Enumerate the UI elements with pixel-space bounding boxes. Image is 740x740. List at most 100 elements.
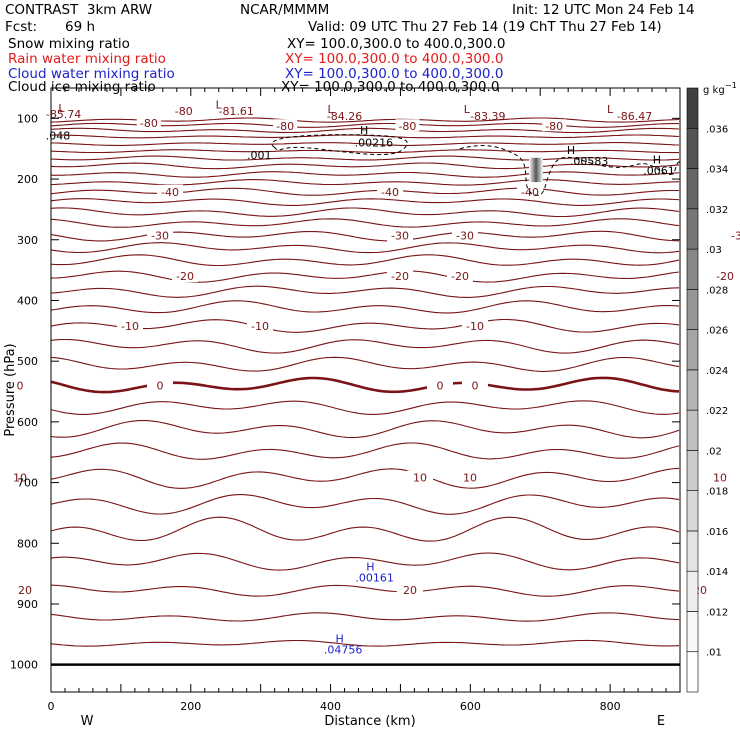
snow-annotation: .0061 xyxy=(643,165,675,178)
y-tick-label: 1000 xyxy=(10,659,38,672)
contour-label-bg xyxy=(712,269,738,283)
cloud-water-annotation: .04756 xyxy=(324,644,363,657)
contour-label: -30 xyxy=(456,230,474,243)
contour-label: -20 xyxy=(451,270,469,283)
contour-label: -30 xyxy=(151,230,169,243)
contour-label: -40 xyxy=(381,186,399,199)
contour-line xyxy=(50,187,679,196)
field-name-rain: Rain water mixing ratio xyxy=(8,51,166,67)
contour-label-bg xyxy=(447,269,473,283)
contour-line xyxy=(50,270,680,283)
y-axis-label: Pressure (hPa) xyxy=(3,343,18,436)
contour-label-bg xyxy=(462,378,488,392)
y-tick-label: 900 xyxy=(17,598,38,611)
snow-annotation: .001 xyxy=(247,149,272,162)
contour-line xyxy=(50,356,680,372)
snow-annotation: .00216 xyxy=(355,137,394,150)
contour-label-bg xyxy=(427,378,453,392)
contour-line xyxy=(50,155,680,161)
contour-label-bg xyxy=(462,318,488,332)
contour-line xyxy=(50,218,680,228)
colorbar-tick-label: .014 xyxy=(706,567,728,578)
contour-line xyxy=(50,230,680,242)
contour-label: 0 xyxy=(157,379,164,392)
contour-label-bg xyxy=(387,269,413,283)
field-name-snow: Snow mixing ratio xyxy=(8,36,130,52)
contour-line xyxy=(50,400,680,415)
colorbar-swatch xyxy=(686,329,699,371)
colorbar-swatch xyxy=(686,651,699,693)
x-axis-label: Distance (km) xyxy=(324,714,415,729)
min-label: L xyxy=(58,102,65,115)
contour-line xyxy=(50,149,679,154)
colorbar-tick-label: .01 xyxy=(706,648,722,659)
colorbar-tick-label: .024 xyxy=(706,366,728,377)
contour-label: -20 xyxy=(391,270,409,283)
contour-line xyxy=(50,179,680,186)
contour-line xyxy=(50,376,680,394)
contour-label-bg xyxy=(172,269,198,283)
contour-label: -40 xyxy=(161,186,179,199)
y-tick-label: 100 xyxy=(17,112,38,125)
contour-label: 0 xyxy=(437,379,444,392)
contour-line xyxy=(50,467,680,489)
min-label: -81.61 xyxy=(218,105,253,118)
min-label: L xyxy=(327,103,334,116)
contour-label-bg xyxy=(247,318,273,332)
contour-label: -20 xyxy=(716,270,734,283)
contour-label-bg xyxy=(542,119,567,132)
colorbar-swatch xyxy=(686,87,699,129)
contour-label-bg xyxy=(117,318,143,332)
colorbar-swatch xyxy=(686,490,699,532)
contour-label: -10 xyxy=(121,320,139,333)
min-label: -86.47 xyxy=(617,110,652,123)
x-tick-label: 200 xyxy=(180,700,201,713)
contour-label: 0 xyxy=(472,379,479,392)
contour-line xyxy=(50,584,680,597)
colorbar-swatch xyxy=(686,127,699,169)
contour-label: -10 xyxy=(251,320,269,333)
contour-label: -20 xyxy=(176,270,194,283)
colorbar-swatch xyxy=(686,168,699,210)
colorbar-tick-label: .028 xyxy=(706,285,728,296)
contour-label-bg xyxy=(457,470,483,484)
snow-contour xyxy=(271,134,408,156)
contour-label-bg xyxy=(387,228,413,242)
snow-annotation: .00583 xyxy=(570,155,609,168)
field-name-cloudwater: Cloud water mixing ratio xyxy=(8,66,175,82)
contour-label-bg xyxy=(171,104,196,117)
y-tick-label: 800 xyxy=(17,537,38,550)
contour-line xyxy=(50,198,680,206)
contour-label: -80 xyxy=(175,105,193,118)
y-tick-label: 400 xyxy=(17,294,38,307)
colorbar-tick-label: .034 xyxy=(706,165,728,176)
contour-label: 10 xyxy=(413,472,427,485)
y-tick-label: 300 xyxy=(17,234,38,247)
contour-label: 0 xyxy=(17,379,24,392)
contour-label-bg xyxy=(517,184,543,198)
contour-line xyxy=(50,516,680,542)
contour-label: -30 xyxy=(391,230,409,243)
contour-label-bg xyxy=(707,470,733,484)
field-name-cloudice: Cloud ice mixing ratio xyxy=(8,79,156,95)
colorbar-swatch xyxy=(686,208,699,250)
colorbar-tick-label: .036 xyxy=(706,124,728,135)
contour-line xyxy=(50,419,680,439)
forecast-label: Fcst: xyxy=(5,19,38,35)
contour-line xyxy=(50,162,680,170)
colorbar-tick-label: .02 xyxy=(706,446,722,457)
contour-label-bg xyxy=(397,583,423,597)
colorbar-swatch xyxy=(686,289,699,330)
contour-label: 20 xyxy=(18,584,32,597)
colorbar-swatch xyxy=(686,450,699,491)
field-xy-rain: XY= 100.0,300.0 to 400.0,300.0 xyxy=(285,51,504,67)
contour-label-bg xyxy=(395,119,420,132)
colorbar-unit: g kg xyxy=(703,85,725,96)
temperature-contours: -40-40-40-30-30-30-30-20-20-20-20-10-10-… xyxy=(7,98,740,647)
contour-label-bg xyxy=(147,378,173,392)
contour-line xyxy=(50,639,680,647)
contour-label: -80 xyxy=(545,120,563,133)
cloud-water-annotation: H xyxy=(366,560,374,573)
colorbar-tick-label: .016 xyxy=(706,527,728,538)
